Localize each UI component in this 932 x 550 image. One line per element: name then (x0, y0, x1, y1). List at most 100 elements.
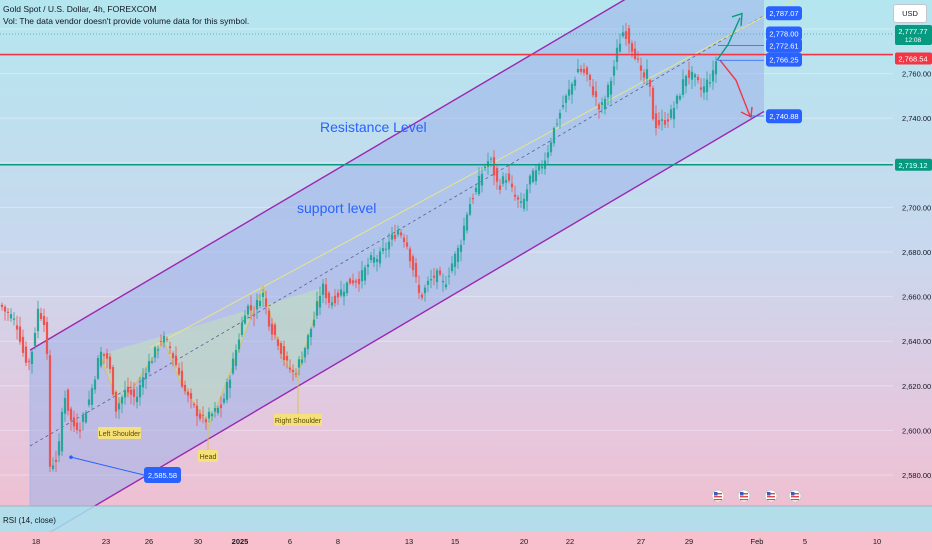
candle-bull (609, 80, 613, 95)
time-tick-label: 20 (520, 537, 528, 546)
candle-bear (402, 237, 406, 242)
projection-label-box (766, 26, 802, 41)
time-tick-label: 18 (32, 537, 40, 546)
candle-bear (201, 414, 205, 416)
candle-bull (30, 351, 34, 365)
candle-bull (705, 79, 709, 93)
candle-bull (567, 89, 571, 96)
arrow-up-path (716, 17, 741, 61)
us-flag-icon[interactable] (737, 489, 751, 503)
candle-bear (420, 294, 424, 298)
candle-bull (690, 71, 694, 80)
time-tick-label: 2025 (232, 537, 249, 546)
candle-bear (648, 79, 652, 87)
candle-bear (249, 305, 253, 311)
candle-bear (27, 360, 31, 362)
time-axis[interactable]: 18 23 26 30 2025 6 8 13 15 20 22 27 29 Feb 5 10 (0, 505, 932, 550)
candle-bear (393, 234, 397, 239)
candle-bull (366, 264, 370, 267)
candle-bear (642, 72, 646, 78)
candle-bull (429, 279, 433, 281)
candle-bull (60, 411, 64, 452)
time-tick-label: 15 (451, 537, 459, 546)
candle-bull (210, 413, 214, 417)
candle-bull (660, 119, 664, 121)
candle-bull (681, 79, 685, 95)
candle-bear (513, 194, 517, 197)
candle-bull (462, 225, 466, 241)
candle-bear (21, 336, 25, 353)
price-tick-label: 2,580.00 (902, 471, 931, 480)
candle-bear (15, 325, 19, 330)
candle-bull (222, 398, 226, 403)
candle-bull (90, 388, 94, 405)
candle-bull (297, 359, 301, 368)
candle-bear (699, 87, 703, 90)
support-price-tag (895, 158, 932, 171)
candle-bull (96, 358, 100, 379)
candle-bull (504, 180, 508, 183)
countdown-label: 12:08 (905, 37, 922, 44)
candle-bear (111, 367, 115, 395)
candle-bull (63, 397, 67, 414)
candle-bull (672, 107, 676, 120)
candle-bear (594, 91, 598, 97)
candle-bull (390, 234, 394, 240)
low-marker-connector (70, 456, 145, 476)
candle-bull (549, 142, 553, 153)
candle-bull (570, 83, 574, 95)
us-flag-icon[interactable] (711, 489, 725, 503)
candle-bear (399, 232, 403, 236)
symbol-title[interactable]: Gold Spot / U.S. Dollar, 4h, FOREXCOM (3, 4, 157, 14)
currency-button[interactable]: USD (893, 4, 927, 23)
time-tick-label: 23 (102, 537, 110, 546)
candle-bear (663, 119, 667, 125)
candle-bull (714, 61, 718, 75)
rsi-pane (0, 506, 932, 532)
candle-bear (336, 292, 340, 298)
candle-bear (357, 278, 361, 285)
rsi-indicator-label[interactable]: RSI (14, close) (3, 516, 56, 525)
candle-bear (408, 248, 412, 262)
candle-bear (627, 28, 631, 44)
candle-bull (564, 95, 568, 103)
candle-bull (480, 173, 484, 186)
projection-label: 2,778.00 (769, 29, 798, 38)
candle-bull (123, 390, 127, 398)
candle-bull (318, 296, 322, 308)
us-flag-icon[interactable] (764, 489, 778, 503)
left-shoulder-label: Left Shoulder (98, 427, 141, 439)
low-marker-text: 2,585.58 (148, 471, 177, 480)
candle-bull (558, 112, 562, 119)
candle-bear (75, 422, 79, 431)
candle-bear (285, 356, 289, 361)
candle-bull (534, 170, 538, 182)
candle-bull (702, 86, 706, 93)
candle-bull (261, 292, 265, 297)
time-tick-label: 13 (405, 537, 413, 546)
projection-label-box (766, 109, 802, 124)
channel-upper-line[interactable] (29, 0, 764, 351)
candle-bull (606, 84, 610, 98)
candle-bull (423, 287, 427, 294)
candle-bear (636, 58, 640, 60)
candle-bear (294, 373, 298, 375)
candle-bull (234, 349, 238, 366)
candle-bull (306, 335, 310, 350)
volume-note: Vol: The data vendor doesn't provide vol… (3, 16, 250, 26)
low-marker-dot (69, 455, 73, 459)
candle-bear (105, 353, 109, 359)
candle-bear (498, 185, 502, 190)
candle-bull (363, 267, 367, 281)
candle-bull (621, 32, 625, 37)
candle-bear (204, 419, 208, 423)
candle-bull (93, 379, 97, 390)
candle-bull (531, 170, 535, 183)
price-axis[interactable]: 2,580.00 2,600.00 2,620.00 2,640.00 2,660.00… (893, 0, 932, 506)
candle-bull (684, 75, 688, 87)
us-flag-icon[interactable] (788, 489, 802, 503)
candle-bull (231, 358, 235, 374)
candle-bear (327, 292, 331, 303)
